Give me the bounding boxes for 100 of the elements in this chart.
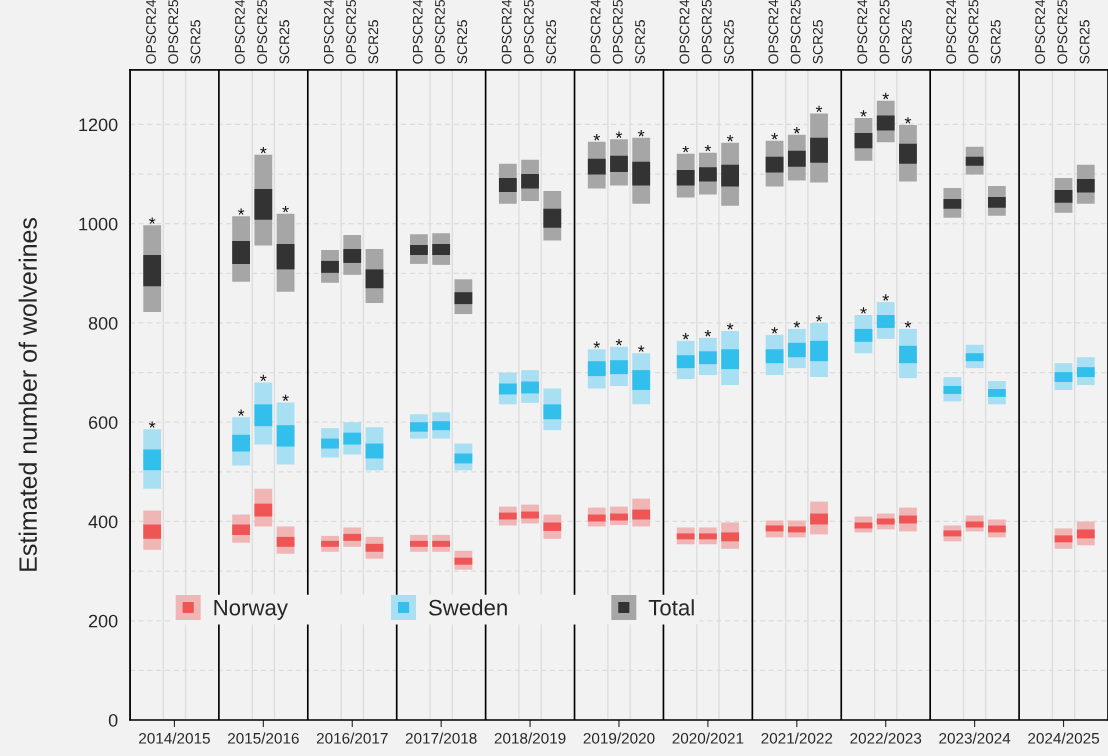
x-tick-label: OPSCR24 — [768, 0, 779, 64]
x-tick-label: OPSCR25 — [435, 0, 445, 64]
y-tick-label: 200 — [88, 614, 118, 628]
bar — [432, 421, 451, 431]
y-tick-label: 1000 — [79, 217, 118, 231]
bar — [876, 315, 895, 328]
bar — [810, 137, 828, 163]
x-tick-label: SCR25 — [457, 20, 468, 64]
legend-label: Total — [648, 599, 694, 616]
x-tick-label: OPSCR25 — [523, 0, 534, 64]
text: 2014/2015 — [139, 732, 210, 744]
data-label: * — [793, 321, 801, 328]
x-tick-label: SCR25 — [190, 20, 201, 64]
x-tick-label: SCR25 — [812, 20, 823, 64]
bar — [321, 260, 339, 273]
bar — [587, 158, 606, 175]
bar — [498, 512, 517, 520]
bar — [787, 342, 806, 358]
bar — [543, 522, 562, 531]
data-label: * — [860, 110, 867, 117]
data-label: * — [615, 131, 623, 138]
data-label: * — [637, 130, 645, 137]
bar — [321, 540, 339, 547]
legend-label: Sweden — [428, 599, 507, 616]
bar — [699, 167, 717, 182]
x-tick-label: SCR25 — [724, 20, 734, 64]
bar — [632, 509, 651, 520]
data-label: * — [860, 307, 867, 314]
data-label: * — [815, 315, 823, 322]
bar — [365, 543, 384, 552]
data-label: * — [771, 327, 778, 334]
x-tick-label: OPSCR25 — [257, 0, 268, 64]
data-label: * — [726, 135, 734, 142]
bar — [699, 351, 717, 365]
text: 2021/2022 — [761, 732, 833, 744]
bar — [810, 340, 828, 362]
bar — [454, 557, 473, 565]
data-label: * — [282, 394, 289, 401]
bar — [587, 361, 606, 377]
x-tick-label: OPSCR25 — [879, 0, 890, 64]
bar — [343, 432, 362, 445]
data-label: * — [615, 339, 623, 346]
data-label: * — [682, 333, 689, 340]
data-label: * — [726, 323, 734, 330]
text: 2019/2020 — [583, 732, 655, 744]
x-tick-label: OPSCR25 — [346, 0, 356, 64]
bar — [876, 115, 895, 131]
bar — [943, 530, 962, 537]
bar — [276, 536, 295, 547]
data-label: * — [682, 145, 689, 153]
bar — [787, 150, 806, 167]
bar — [1054, 372, 1073, 383]
bar — [1054, 189, 1073, 203]
x-tick-label: OPSCR25 — [701, 0, 712, 64]
data-label: * — [793, 127, 801, 134]
bar — [676, 533, 695, 540]
bar — [721, 164, 740, 187]
data-label: * — [637, 345, 645, 352]
y-tick-label: 800 — [88, 316, 118, 330]
y-tick-label: 1200 — [79, 118, 118, 132]
bar — [521, 511, 539, 519]
bar — [1054, 535, 1073, 543]
bar — [632, 161, 651, 186]
bar — [965, 521, 984, 528]
data-label: * — [882, 294, 889, 301]
bar — [787, 526, 806, 533]
bar — [810, 513, 828, 525]
data-label: * — [593, 341, 600, 348]
bar — [899, 143, 917, 164]
y-tick-label: 0 — [108, 713, 118, 727]
data-label: * — [148, 217, 156, 224]
bar — [254, 503, 273, 517]
text: 2016/2017 — [316, 732, 388, 744]
data-label: * — [282, 206, 289, 213]
data-label: * — [593, 134, 600, 141]
bar — [454, 292, 473, 305]
x-tick-label: SCR25 — [279, 20, 290, 64]
bar — [965, 353, 984, 362]
bar — [543, 208, 562, 228]
bar — [410, 422, 428, 432]
data-label: * — [704, 144, 712, 152]
bar — [343, 249, 362, 263]
data-label: * — [237, 409, 245, 416]
data-label: * — [904, 321, 912, 328]
x-tick-label: OPSCR25 — [168, 0, 179, 64]
bar — [321, 438, 339, 449]
x-tick-label: SCR25 — [1079, 20, 1090, 64]
data-label: * — [148, 421, 156, 428]
bar — [765, 156, 784, 173]
x-tick-label: SCR25 — [546, 20, 557, 64]
bar — [543, 404, 562, 420]
bar — [254, 188, 273, 220]
bar — [143, 254, 162, 287]
bar — [765, 525, 784, 532]
x-tick-label: OPSCR25 — [612, 0, 623, 64]
x-tick-label: OPSCR24 — [146, 0, 156, 64]
text: 2022/2023 — [850, 732, 922, 744]
bar — [521, 381, 539, 394]
bar — [232, 524, 250, 535]
bar — [943, 198, 962, 209]
